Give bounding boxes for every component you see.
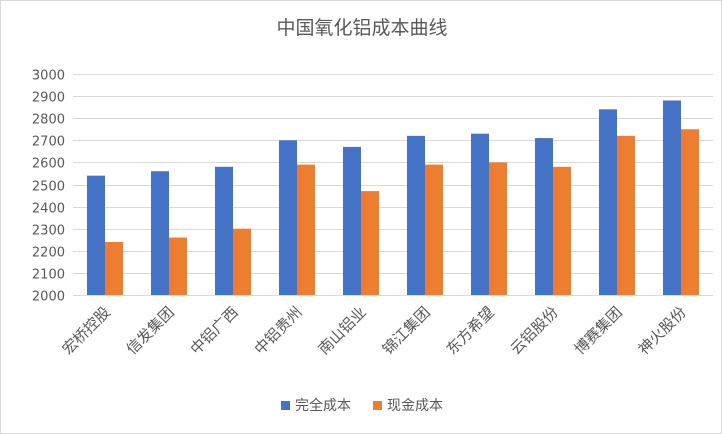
y-tick-label: 2900 [32,91,65,106]
legend-item-cash-cost: 现金成本 [373,395,443,415]
bar-cash-cost [169,237,187,295]
legend: 完全成本 现金成本 [1,395,721,415]
bar-cash-cost [681,129,699,295]
x-tick-label: 南山铝业 [315,303,370,358]
y-tick-label: 2600 [32,157,65,172]
legend-swatch-full-cost [281,400,290,410]
x-tick-label: 中铝贵州 [251,303,306,358]
bar-full-cost [407,135,425,295]
y-tick-label: 2800 [32,113,65,128]
y-tick-label: 2100 [32,268,65,283]
y-tick-label: 2300 [32,224,65,239]
bar-cash-cost [233,228,251,295]
bar-cash-cost [425,164,443,295]
x-tick-label: 宏桥控股 [59,303,114,358]
legend-label-cash-cost: 现金成本 [387,398,443,414]
bar-full-cost [343,146,361,295]
x-tick-label: 信发集团 [123,303,178,358]
bar-full-cost [471,133,489,295]
bar-cash-cost [297,164,315,295]
legend-label-full-cost: 完全成本 [295,398,351,414]
bar-full-cost [535,138,553,295]
y-tick-label: 2200 [32,246,65,261]
y-tick-label: 2400 [32,202,65,217]
x-axis-ticks: 宏桥控股 信发集团 中铝广西 中铝贵州 南山铝业 锦江集团 东方希望 云铝股份 博赛集团 神火股份 [59,303,690,358]
x-tick-label: 神火股份 [635,303,690,358]
bar-full-cost [215,166,233,295]
y-tick-label: 2700 [32,135,65,150]
x-tick-label: 云铝股份 [507,303,562,358]
legend-item-full-cost: 完全成本 [281,395,351,415]
y-tick-label: 2000 [32,290,65,305]
bar-full-cost [151,171,169,295]
y-tick-label: 3000 [32,69,65,84]
legend-swatch-cash-cost [373,400,382,410]
chart-title: 中国氧化铝成本曲线 [276,17,448,39]
y-axis-ticks: 2000 2100 2200 2300 2400 2500 2600 2700 2800 2900… [32,69,65,305]
bar-full-cost [87,175,105,295]
bar-cash-cost [105,241,123,295]
x-tick-label: 锦江集团 [379,303,434,358]
bar-full-cost [279,140,297,295]
bar-cash-cost [553,166,571,295]
y-tick-label: 2500 [32,180,65,195]
x-tick-label: 博赛集团 [571,303,626,358]
x-tick-label: 中铝广西 [187,303,242,358]
bar-full-cost [599,109,617,295]
x-tick-label: 东方希望 [443,303,498,358]
bars [87,100,699,296]
bar-cash-cost [617,135,635,295]
bar-cash-cost [361,191,379,295]
bar-full-cost [663,100,681,296]
bar-cash-cost [489,162,507,295]
